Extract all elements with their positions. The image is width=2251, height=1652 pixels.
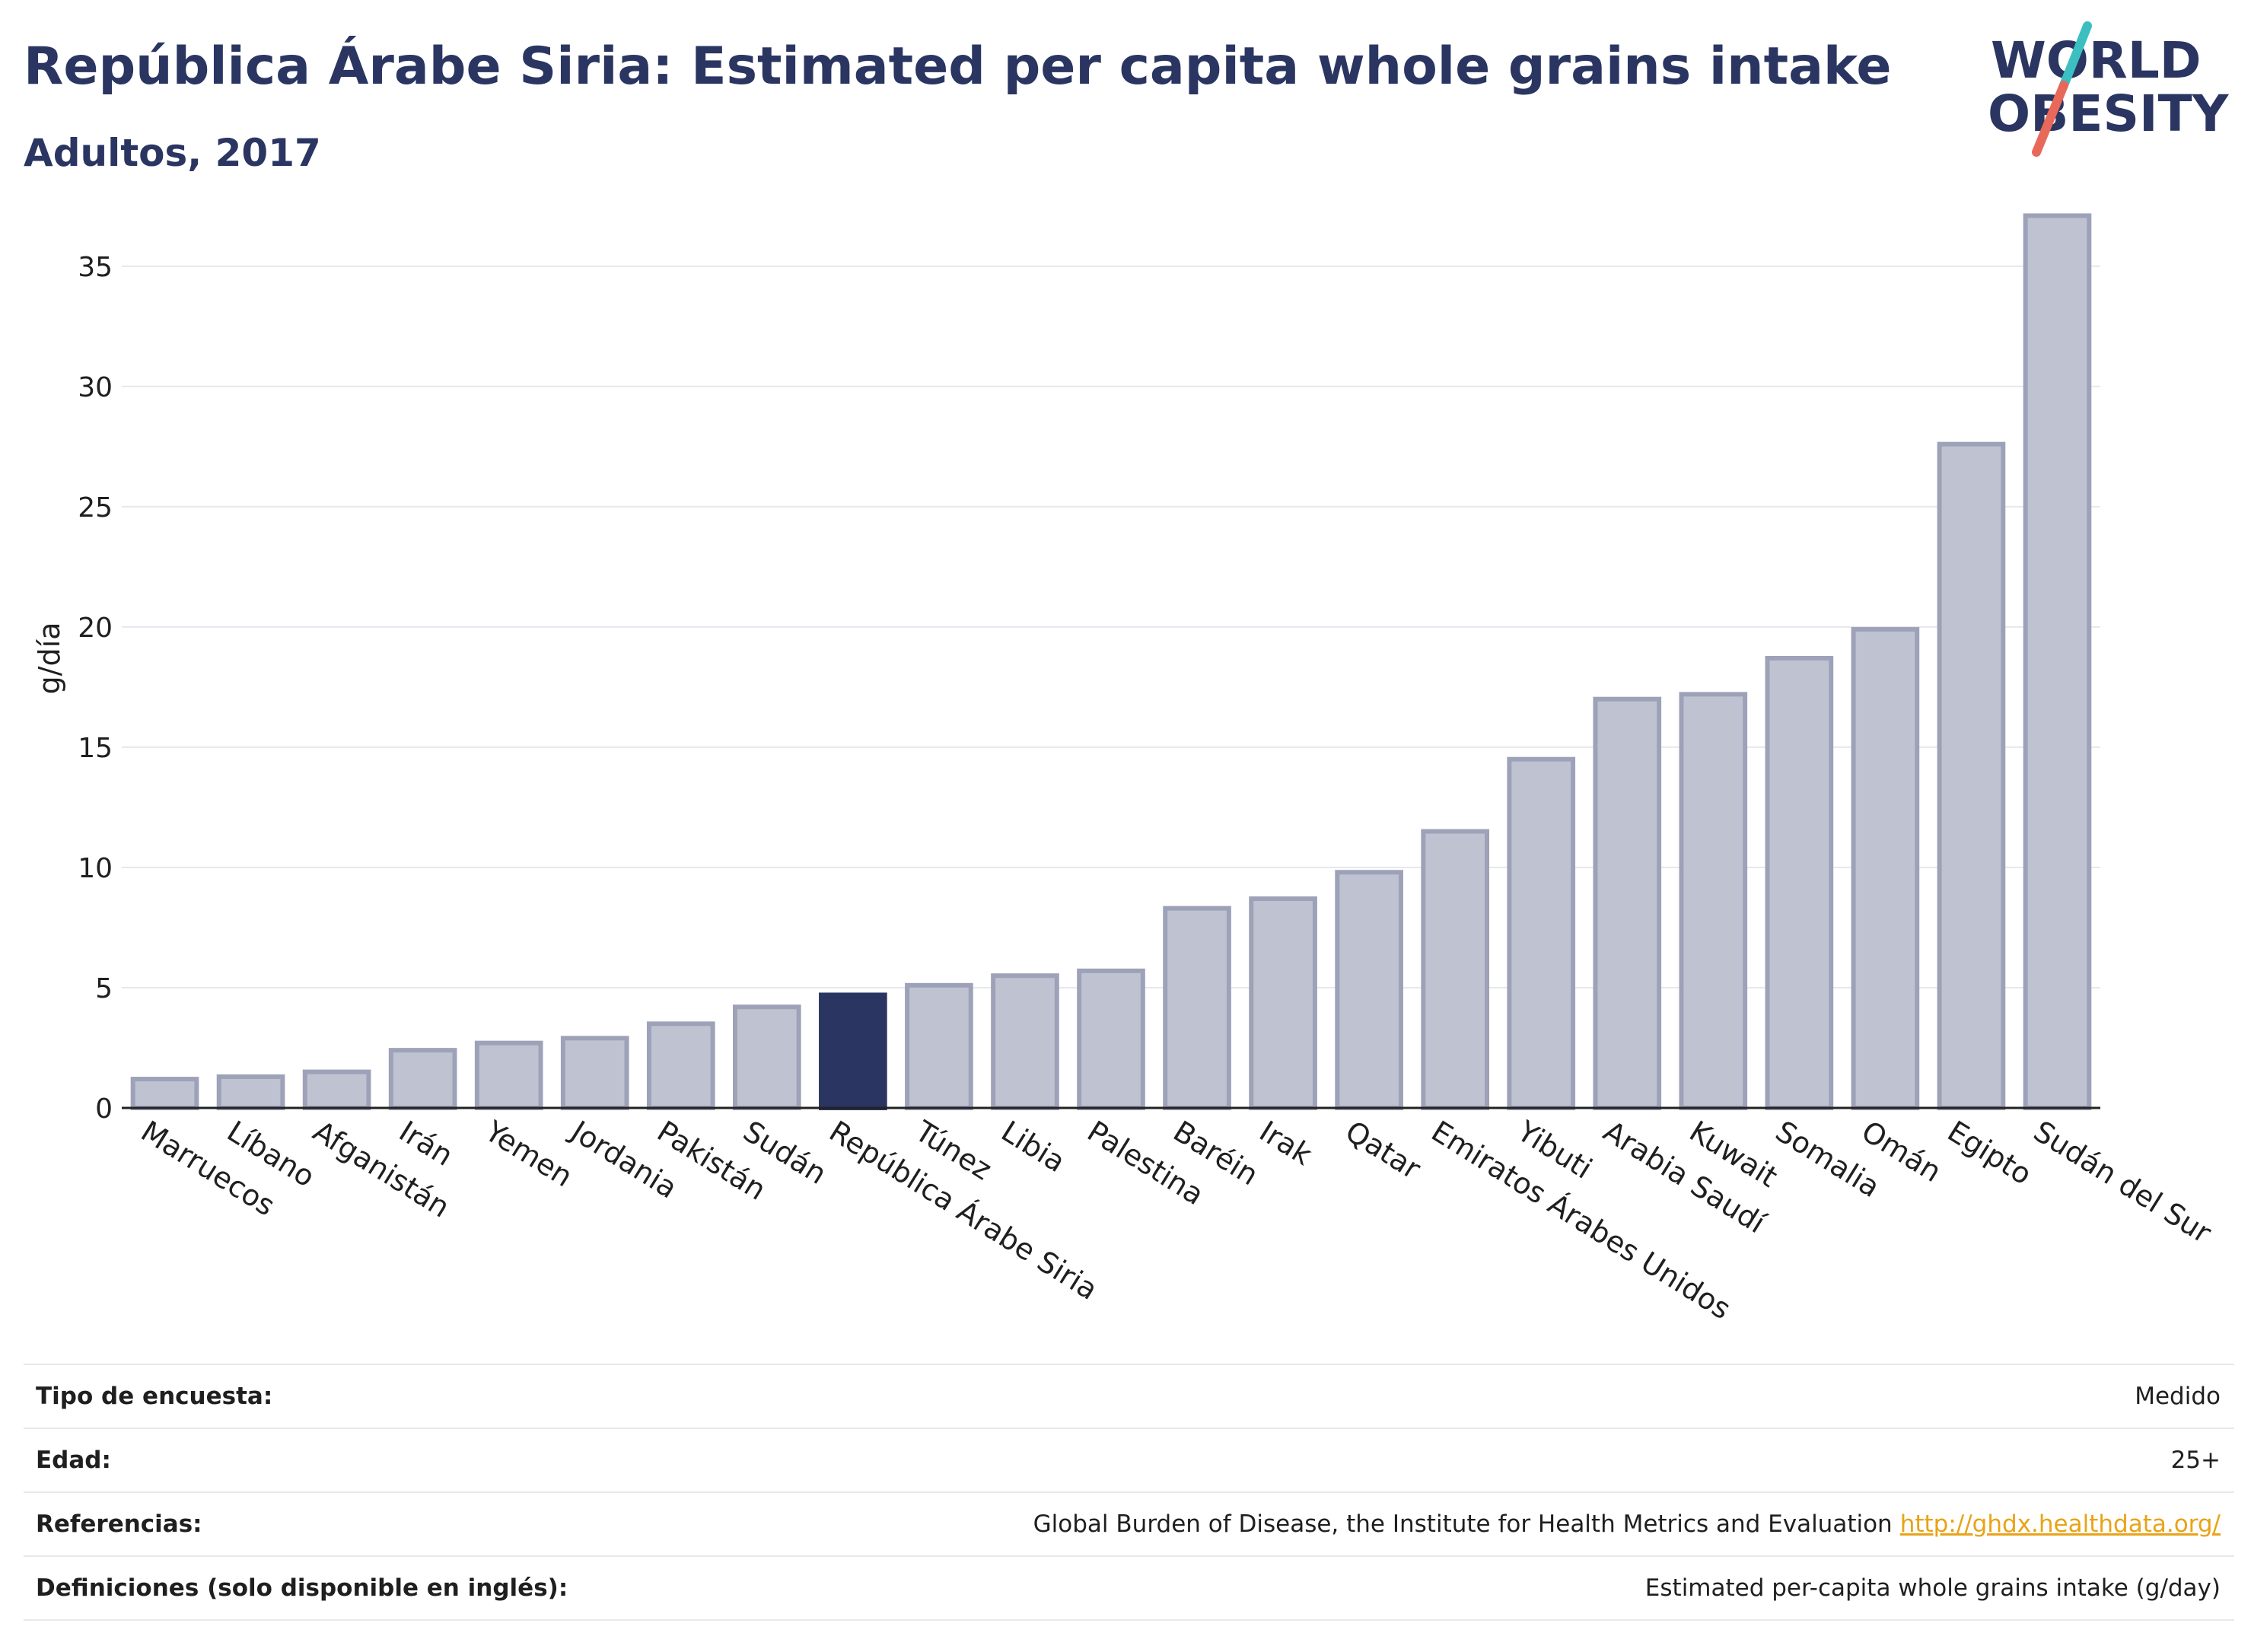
- y-axis-ticks: 0 5 10 15 20 25 30 35: [78, 252, 113, 1125]
- y-tick-label: 30: [78, 372, 113, 403]
- info-row: Definiciones (solo disponible en inglés)…: [24, 1555, 2234, 1621]
- bar: [733, 1004, 801, 1111]
- bar: [560, 1036, 629, 1110]
- y-tick-label: 35: [78, 252, 113, 283]
- info-value-wrap: Estimated per-capita whole grains intake…: [1645, 1574, 2221, 1602]
- x-tick-label: Libia: [995, 1114, 1071, 1179]
- chart-title: República Árabe Siria: Estimated per cap…: [24, 37, 1892, 97]
- chart-subtitle: Adultos, 2017: [24, 131, 321, 175]
- bar: [991, 973, 1059, 1110]
- y-tick-label: 25: [78, 492, 113, 524]
- bar: [216, 1074, 285, 1111]
- bar: [905, 982, 973, 1110]
- info-label: Definiciones (solo disponible en inglés)…: [36, 1574, 568, 1602]
- y-tick-label: 15: [78, 733, 113, 764]
- bar: [474, 1040, 543, 1110]
- bar: [1593, 696, 1662, 1110]
- bar: [1421, 829, 1489, 1110]
- bar: [1679, 692, 1748, 1110]
- info-value: Estimated per-capita whole grains intake…: [1644, 1574, 2221, 1602]
- y-tick-label: 5: [95, 973, 113, 1004]
- info-label: Referencias:: [36, 1510, 202, 1538]
- bar-chart: 0 5 10 15 20 25 30 35 MarruecosLíbanoAfganistán…: [33, 213, 2218, 1326]
- x-tick-label: Sudán del Sur: [2028, 1114, 2218, 1249]
- info-value-wrap: 25+: [2171, 1447, 2221, 1474]
- info-value: Global Burden of Disease, the Institute …: [1033, 1510, 1893, 1538]
- bar: [1765, 655, 1834, 1110]
- bar: [1335, 870, 1403, 1110]
- reference-link[interactable]: http://ghdx.healthdata.org/: [1899, 1510, 2221, 1538]
- y-tick-label: 20: [78, 613, 113, 644]
- x-tick-label: Yemen: [479, 1114, 578, 1194]
- bar: [1507, 756, 1576, 1110]
- info-value-wrap: Medido: [2135, 1383, 2221, 1410]
- info-row: Tipo de encuesta: Medido: [24, 1364, 2234, 1428]
- info-row: Referencias: Global Burden of Disease, th…: [24, 1491, 2234, 1555]
- x-tick-label: Qatar: [1339, 1114, 1426, 1186]
- y-tick-label: 0: [95, 1093, 113, 1125]
- info-value: 25+: [2170, 1447, 2221, 1474]
- bar: [1937, 441, 2006, 1110]
- y-axis-title: g/día: [33, 622, 66, 695]
- bar-highlighted: [819, 992, 887, 1111]
- bar: [646, 1021, 715, 1111]
- logo-slash-red: [2032, 81, 2068, 157]
- bar: [1163, 906, 1231, 1110]
- bar: [1249, 896, 1317, 1110]
- bar: [2023, 213, 2092, 1111]
- logo-text-obesity: OBESITY: [1988, 84, 2230, 143]
- bar: [1077, 968, 1145, 1110]
- info-table: Tipo de encuesta: Medido Edad: 25+ Referenci…: [24, 1364, 2234, 1621]
- logo-slash-teal: [2059, 21, 2092, 90]
- info-value: Medido: [2135, 1383, 2221, 1410]
- bar: [1851, 627, 1920, 1110]
- info-value-wrap: Global Burden of Disease, the Institute …: [1033, 1510, 2221, 1538]
- bar: [388, 1048, 457, 1110]
- x-tick-label: Egipto: [1942, 1114, 2038, 1191]
- info-row: Edad: 25+: [24, 1428, 2234, 1491]
- info-label: Edad:: [36, 1447, 111, 1474]
- bars: [130, 213, 2092, 1111]
- info-label: Tipo de encuesta:: [36, 1383, 273, 1410]
- logo-text-world: WORLD: [1991, 31, 2202, 90]
- world-obesity-logo: WORLD OBESITY: [1988, 21, 2230, 157]
- y-tick-label: 10: [78, 853, 113, 884]
- bar: [302, 1069, 371, 1111]
- bar: [130, 1077, 199, 1111]
